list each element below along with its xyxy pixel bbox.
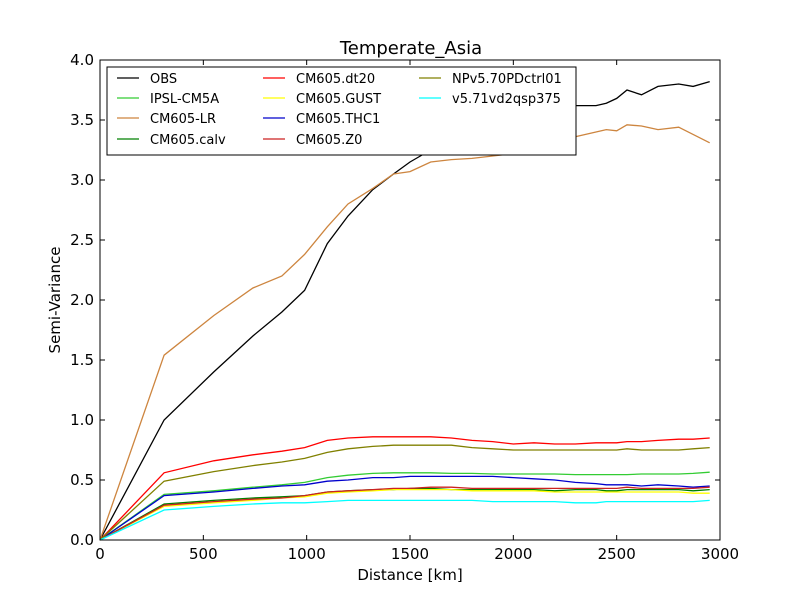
y-tick-label: 0.5 xyxy=(70,471,94,489)
legend-label-0: OBS xyxy=(150,72,177,87)
x-tick-label: 2500 xyxy=(598,545,636,563)
legend-label-3: CM605.calv xyxy=(150,133,226,148)
y-tick-label: 4.0 xyxy=(70,51,94,69)
x-tick-label: 1000 xyxy=(288,545,326,563)
legend-label-9: v5.71vd2qsp375 xyxy=(452,92,561,107)
x-tick-label: 3000 xyxy=(701,545,739,563)
legend-label-8: NPv5.70PDctrl01 xyxy=(452,72,562,87)
y-tick-label: 1.0 xyxy=(70,411,94,429)
x-tick-label: 1500 xyxy=(391,545,429,563)
series-line-3 xyxy=(99,487,710,541)
legend-label-7: CM605.Z0 xyxy=(296,133,362,148)
series-line-8 xyxy=(99,444,710,541)
y-tick-label: 2.0 xyxy=(70,291,94,309)
y-axis-label: Semi-Variance xyxy=(46,247,64,354)
legend: OBS IPSL-CM5A CM605-LR CM605.calv CM605.dt20… xyxy=(106,66,577,156)
legend-label-6: CM605.THC1 xyxy=(296,112,380,127)
series-line-6 xyxy=(99,475,710,541)
legend-label-5: CM605.GUST xyxy=(296,92,381,107)
y-tick-label: 1.5 xyxy=(70,351,94,369)
y-tick-label: 0.0 xyxy=(70,531,94,549)
series-line-7 xyxy=(99,486,710,541)
legend-box xyxy=(106,66,577,156)
series-line-1 xyxy=(99,471,710,541)
plot-lines xyxy=(99,80,710,541)
series-line-5 xyxy=(99,488,710,541)
x-tick-label: 0 xyxy=(95,545,105,563)
y-tick-label: 3.5 xyxy=(70,111,94,129)
series-line-9 xyxy=(99,499,710,541)
chart-title: Temperate_Asia xyxy=(339,38,482,59)
series-line-2 xyxy=(99,124,710,541)
legend-label-2: CM605-LR xyxy=(150,112,216,127)
x-tick-label: 2000 xyxy=(494,545,532,563)
legend-label-1: IPSL-CM5A xyxy=(150,92,219,107)
y-axis: 0.0 0.5 1.0 1.5 2.0 2.5 3.0 3.5 4.0 xyxy=(70,51,720,549)
x-tick-label: 500 xyxy=(189,545,218,563)
y-tick-label: 2.5 xyxy=(70,231,94,249)
x-axis-label: Distance [km] xyxy=(357,566,462,584)
y-tick-label: 3.0 xyxy=(70,171,94,189)
x-axis: 0 500 1000 1500 2000 2500 3000 xyxy=(95,60,739,563)
legend-label-4: CM605.dt20 xyxy=(296,72,375,87)
series-line-4 xyxy=(99,436,710,541)
